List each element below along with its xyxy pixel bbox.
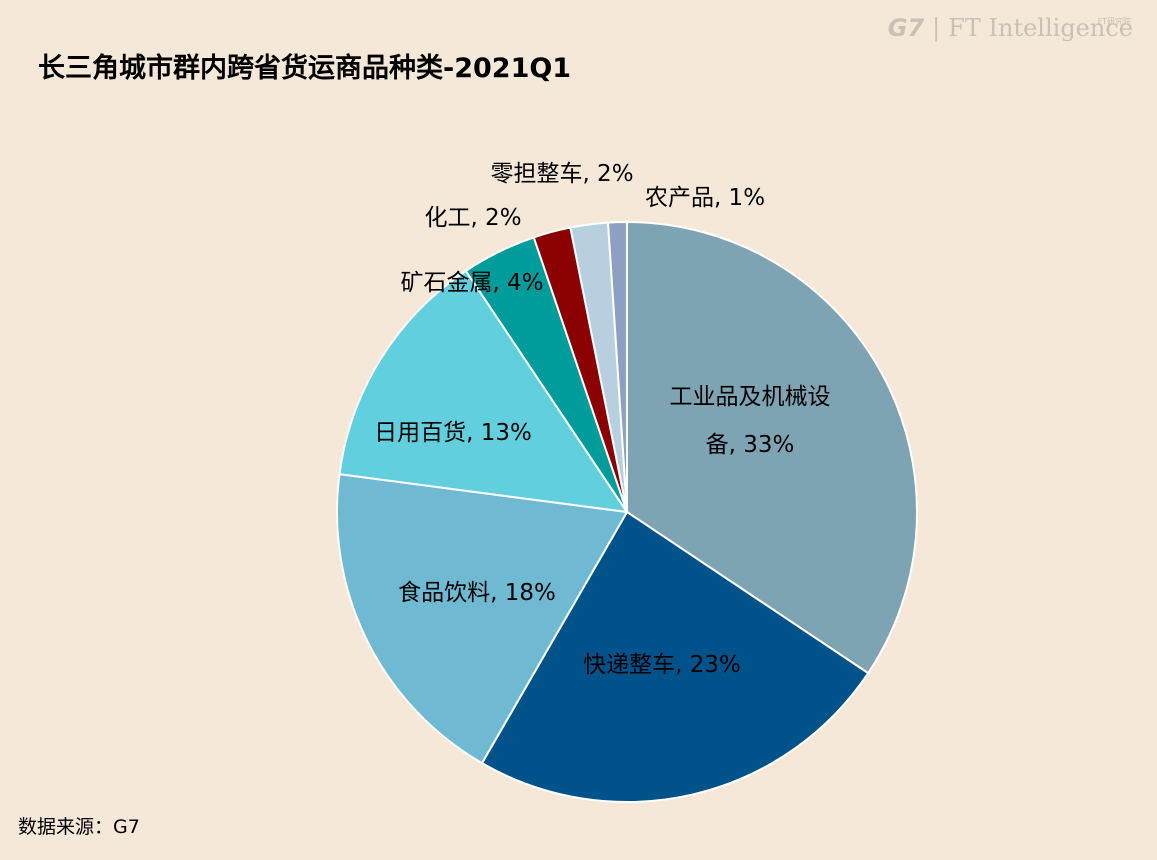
slice-label: 矿石金属, 4% <box>400 270 543 296</box>
slice-label-line: 食品饮料, 18% <box>398 580 556 606</box>
slice-label-line: 工业品及机械设 <box>670 384 831 410</box>
slice-label: 化工, 2% <box>424 205 521 231</box>
brand-ft: FT Intelligence <box>948 14 1133 42</box>
pie-slice <box>480 510 870 803</box>
slice-label: 日用百货, 13% <box>374 420 532 446</box>
brand-separator: | <box>932 14 941 42</box>
slice-label: 工业品及机械设备, 33% <box>670 384 831 458</box>
slice-label: 食品饮料, 18% <box>398 580 556 606</box>
slice-label-line: 矿石金属, 4% <box>400 270 543 296</box>
pie-slice <box>338 269 630 514</box>
slice-label-line: 零担整车, 2% <box>490 161 633 187</box>
pie-slice <box>606 220 628 513</box>
brand-logo: G7 | FT Intelligence FT研究院 <box>888 14 1133 42</box>
slice-label-line: 农产品, 1% <box>645 185 765 211</box>
pie-slice <box>336 473 629 765</box>
source-note: 数据来源：G7 <box>18 816 140 838</box>
slice-label-line: 快递整车, 23% <box>583 652 741 678</box>
chart-title: 长三角城市群内跨省货运商品种类-2021Q1 <box>38 53 572 84</box>
pie-slices <box>336 220 918 803</box>
slice-label-line: 化工, 2% <box>424 205 521 231</box>
brand-ft-small: FT研究院 <box>1097 17 1131 26</box>
brand-g7: G7 <box>887 14 925 42</box>
slice-label: 快递整车, 23% <box>583 652 741 678</box>
slice-label-line: 备, 33% <box>706 432 795 458</box>
slice-label: 农产品, 1% <box>645 185 765 211</box>
pie-labels: 工业品及机械设备, 33% 快递整车, 23% 食品饮料, 18% 日用百货, 13%… <box>374 161 830 678</box>
slice-label-line: 日用百货, 13% <box>374 420 532 446</box>
slice-label: 零担整车, 2% <box>490 161 633 187</box>
